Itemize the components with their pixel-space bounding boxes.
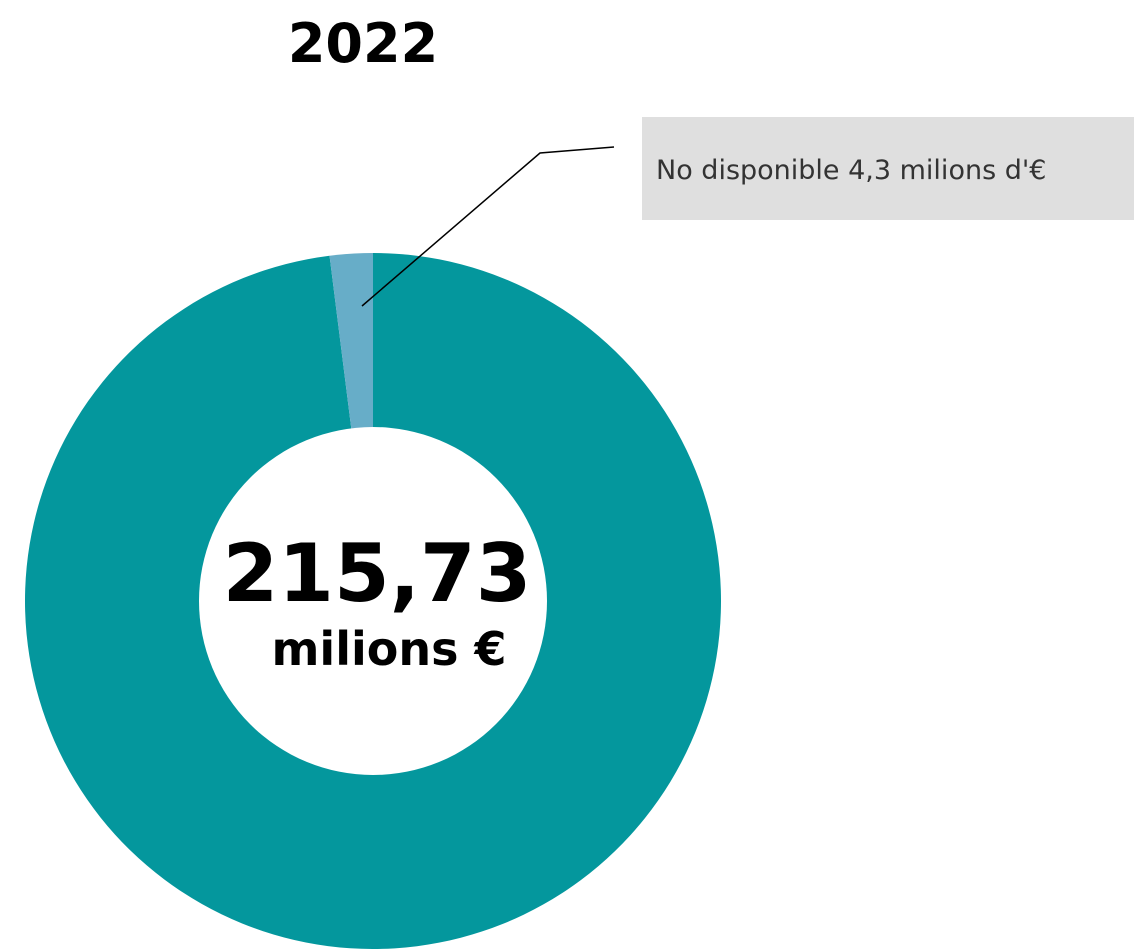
- center-total-unit: milions €: [272, 622, 507, 676]
- center-total-value: 215,73: [223, 527, 532, 620]
- annotation-label: No disponible 4,3 milions d'€: [656, 155, 1046, 186]
- annotation-box: [642, 117, 1134, 220]
- annotation-leader-line: [361, 146, 615, 307]
- donut-hole: [199, 427, 547, 775]
- chart-title: 2022: [288, 12, 438, 75]
